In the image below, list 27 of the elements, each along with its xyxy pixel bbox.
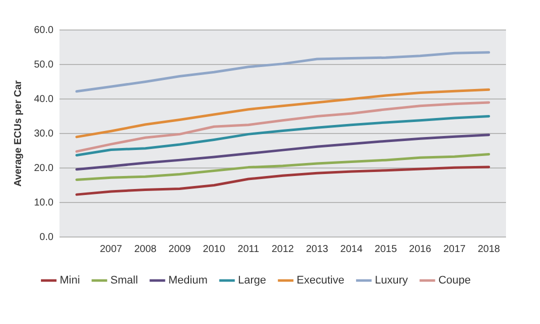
y-tick-label: 60.0: [34, 24, 54, 36]
x-tick-label: 2018: [478, 244, 500, 255]
x-tick-label: 2013: [306, 244, 329, 255]
y-tick-label: 40.0: [34, 94, 54, 105]
y-tick-label: 50.0: [34, 59, 54, 70]
x-tick-label: 2015: [374, 244, 398, 255]
x-tick-label: 2011: [238, 244, 260, 255]
y-tick-label: 10.0: [34, 197, 54, 208]
legend-label: Small: [110, 274, 138, 287]
legend-label: Coupe: [438, 274, 471, 287]
x-tick-label: 2008: [134, 244, 157, 255]
legend-label: Medium: [168, 274, 208, 287]
x-tick-label: 2017: [443, 244, 466, 255]
legend-label: Mini: [60, 274, 80, 287]
x-tick-label: 2009: [168, 244, 192, 255]
y-tick-label: 20.0: [34, 162, 54, 174]
x-tick-label: 2010: [202, 244, 226, 255]
legend-label: Executive: [296, 274, 344, 287]
legend-label: Large: [238, 274, 266, 287]
x-tick-label: 2007: [100, 244, 123, 255]
x-tick-label: 2016: [409, 244, 432, 255]
x-tick-label: 2014: [340, 244, 363, 255]
y-tick-label: 30.0: [34, 128, 54, 140]
legend-label: Luxury: [374, 274, 408, 287]
y-tick-label: 0.0: [40, 232, 54, 243]
y-axis-title: Average ECUs per Car: [12, 80, 24, 187]
x-tick-label: 2012: [272, 244, 294, 255]
